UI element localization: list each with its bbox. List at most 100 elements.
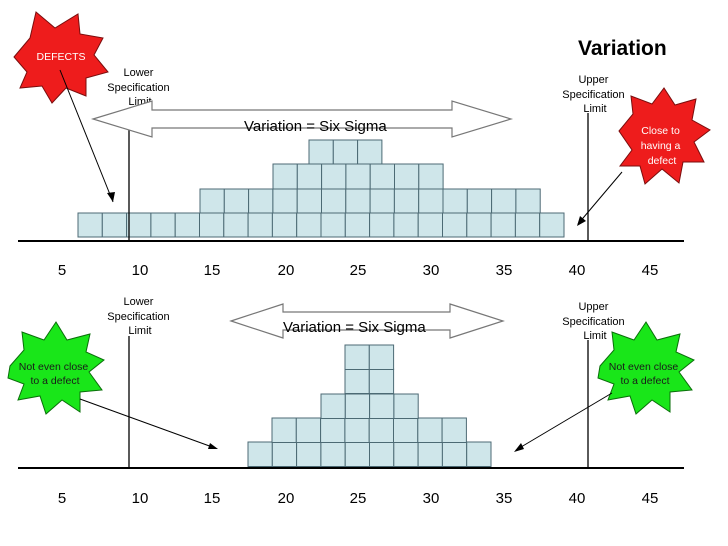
bottom-histogram-box	[369, 393, 395, 419]
top-histogram-box	[466, 188, 493, 214]
defects-burst-callout: DEFECTS	[13, 11, 109, 104]
right-safe-pointer-arrowhead	[514, 443, 524, 452]
bottom-histogram-box	[344, 344, 370, 370]
bottom-histogram-row-4	[344, 368, 395, 394]
top-histogram-box	[199, 212, 225, 238]
top-histogram-box	[490, 212, 516, 238]
top-histogram-box	[248, 188, 274, 214]
top-axis-label: 10	[132, 262, 149, 279]
bottom-histogram-box	[320, 441, 346, 467]
bottom-histogram-box	[320, 393, 346, 419]
top-histogram-box	[393, 212, 419, 238]
top-axis-label: 20	[278, 262, 295, 279]
top-histogram-box	[308, 139, 334, 165]
bottom-histogram-box	[441, 417, 467, 443]
top-histogram-box	[394, 163, 420, 190]
top-variation-label: Variation = Six Sigma	[244, 118, 387, 135]
bottom-axis-label: 40	[569, 490, 586, 507]
bottom-histogram-box	[344, 417, 370, 443]
bottom-axis-label: 5	[58, 490, 66, 507]
bottom-histogram-box	[417, 441, 443, 467]
bottom-histogram-row-3	[320, 393, 419, 419]
bottom-histogram-box	[344, 368, 370, 394]
top-histogram-box	[77, 212, 103, 238]
bottom-histogram-box	[271, 417, 297, 443]
top-histogram-box	[272, 163, 298, 190]
top-axis-label: 45	[642, 262, 659, 279]
bottom-histogram-box	[344, 393, 371, 419]
left-safe-burst-callout: Not even close to a defect	[7, 321, 105, 415]
top-histogram-box	[345, 163, 371, 190]
bottom-axis-label: 15	[204, 490, 221, 507]
bottom-histogram-box	[466, 441, 492, 467]
top-histogram-box	[296, 163, 323, 190]
right-safe-pointer-arrow	[515, 392, 613, 451]
bottom-histogram-box	[393, 393, 419, 419]
top-histogram-box	[369, 212, 395, 238]
top-axis-label: 15	[204, 262, 221, 279]
bottom-histogram-row-1	[247, 441, 492, 467]
top-histogram-box	[296, 188, 323, 214]
top-histogram-box	[345, 188, 371, 214]
top-axis-label: 25	[350, 262, 367, 279]
left-safe-pointer-arrowhead	[208, 443, 218, 449]
top-axis-label: 5	[58, 262, 66, 279]
bottom-histogram-box	[320, 417, 346, 443]
left-safe-pointer-arrow	[79, 398, 216, 449]
top-histogram-box	[442, 188, 468, 214]
close-to-defect-burst-callout: Close to having a defect	[618, 87, 711, 185]
defects-pointer-arrowhead	[107, 192, 115, 202]
bottom-histogram	[247, 344, 492, 467]
top-histogram-box	[223, 212, 249, 238]
bottom-histogram-row-5	[344, 344, 395, 370]
top-histogram-box	[150, 212, 176, 238]
top-histogram-box	[223, 188, 250, 214]
top-histogram-row-3	[272, 163, 444, 190]
top-histogram-box	[296, 212, 322, 238]
bottom-histogram-box	[295, 417, 322, 443]
top-histogram-box	[174, 212, 200, 238]
top-axis-label: 35	[496, 262, 513, 279]
top-histogram-box	[126, 212, 152, 238]
bottom-axis-label: 30	[423, 490, 440, 507]
top-histogram-box	[442, 212, 468, 238]
top-lower-spec-label: Lower Specification Limit	[107, 67, 172, 108]
bottom-histogram-box	[368, 344, 395, 370]
bottom-upper-spec-label: Upper Specification Limit	[562, 301, 627, 342]
bottom-histogram-row-2	[271, 417, 467, 443]
top-histogram-row-1	[77, 212, 565, 238]
top-histogram-box	[344, 212, 371, 238]
top-axis-labels: 5 10 15 20 25 30 35 40 45	[58, 262, 659, 279]
top-histogram-row-4	[308, 139, 383, 165]
top-axis-label: 30	[423, 262, 440, 279]
top-histogram-box	[369, 163, 396, 190]
bottom-axis-label: 20	[278, 490, 295, 507]
bottom-axis-label: 45	[642, 490, 659, 507]
bottom-lower-spec-label: Lower Specification Limit	[107, 296, 172, 337]
top-histogram-box	[491, 188, 517, 214]
top-upper-spec-label: Upper Specification Limit	[562, 74, 627, 115]
top-histogram-box	[369, 188, 395, 214]
top-histogram-box	[199, 188, 225, 214]
top-histogram-box	[514, 212, 541, 238]
close-to-defect-pointer-arrow	[577, 171, 623, 225]
top-histogram-box	[418, 163, 444, 190]
bottom-histogram-box	[393, 441, 419, 467]
top-histogram	[77, 139, 565, 238]
bottom-histogram-box	[296, 441, 322, 467]
bottom-axis-label: 35	[496, 490, 513, 507]
bottom-histogram-box	[368, 368, 395, 394]
bottom-histogram-box	[441, 441, 468, 467]
top-histogram-box	[357, 139, 383, 165]
top-histogram-box	[271, 212, 298, 238]
bottom-variation-label: Variation = Six Sigma	[283, 319, 426, 336]
top-histogram-box	[418, 188, 444, 214]
top-histogram-box	[272, 188, 298, 214]
top-histogram-box	[332, 139, 359, 165]
defects-burst-label: DEFECTS	[36, 51, 85, 63]
top-axis-label: 40	[569, 262, 586, 279]
left-safe-burst-label: Not even close to a defect	[19, 361, 91, 387]
defects-pointer-arrow	[59, 69, 114, 203]
